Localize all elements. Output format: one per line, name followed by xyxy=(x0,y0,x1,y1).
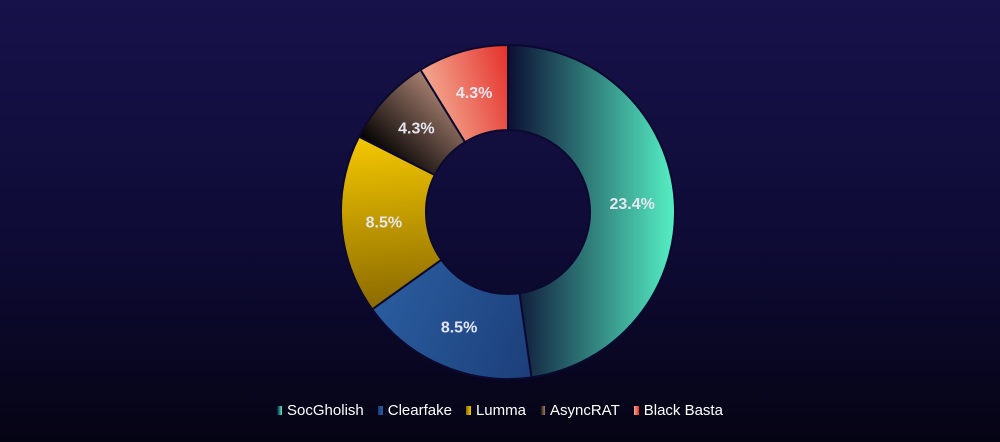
legend-swatch xyxy=(633,406,639,415)
legend-swatch xyxy=(277,406,283,415)
slice-label-socgholish: 23.4% xyxy=(610,196,655,213)
legend-label: Lumma xyxy=(475,402,526,419)
legend-item-socgholish: SocGholish xyxy=(277,402,364,419)
slices-group xyxy=(340,43,676,380)
legend-label: Clearfake xyxy=(387,402,452,419)
slice-lumma xyxy=(340,135,443,311)
legend-label: AsyncRAT xyxy=(550,402,620,419)
slice-label-clearfake: 8.5% xyxy=(441,319,477,336)
legend-item-black-basta: Black Basta xyxy=(633,402,723,419)
legend-swatch xyxy=(540,406,545,415)
legend-swatch xyxy=(465,406,471,415)
legend-swatch xyxy=(377,406,383,415)
legend: SocGholish Clearfake Lumma AsyncRAT Black Ba… xyxy=(0,402,1000,419)
legend-item-asyncrat: AsyncRAT xyxy=(540,402,620,419)
legend-label: SocGholish xyxy=(287,402,364,419)
slice-clearfake xyxy=(370,258,533,380)
donut-chart: 23.4% 8.5% 8.5% 4.3% 4.3% xyxy=(340,43,676,380)
legend-item-lumma: Lumma xyxy=(465,402,526,419)
legend-label: Black Basta xyxy=(643,402,723,419)
slice-black-basta xyxy=(419,43,509,144)
slice-label-lumma: 8.5% xyxy=(366,215,402,232)
slice-socgholish xyxy=(507,43,676,379)
slice-label-black-basta: 4.3% xyxy=(456,85,492,102)
labels-group: 23.4% 8.5% 8.5% 4.3% 4.3% xyxy=(366,85,655,336)
legend-item-clearfake: Clearfake xyxy=(377,402,452,419)
slice-label-asyncrat: 4.3% xyxy=(398,121,434,138)
